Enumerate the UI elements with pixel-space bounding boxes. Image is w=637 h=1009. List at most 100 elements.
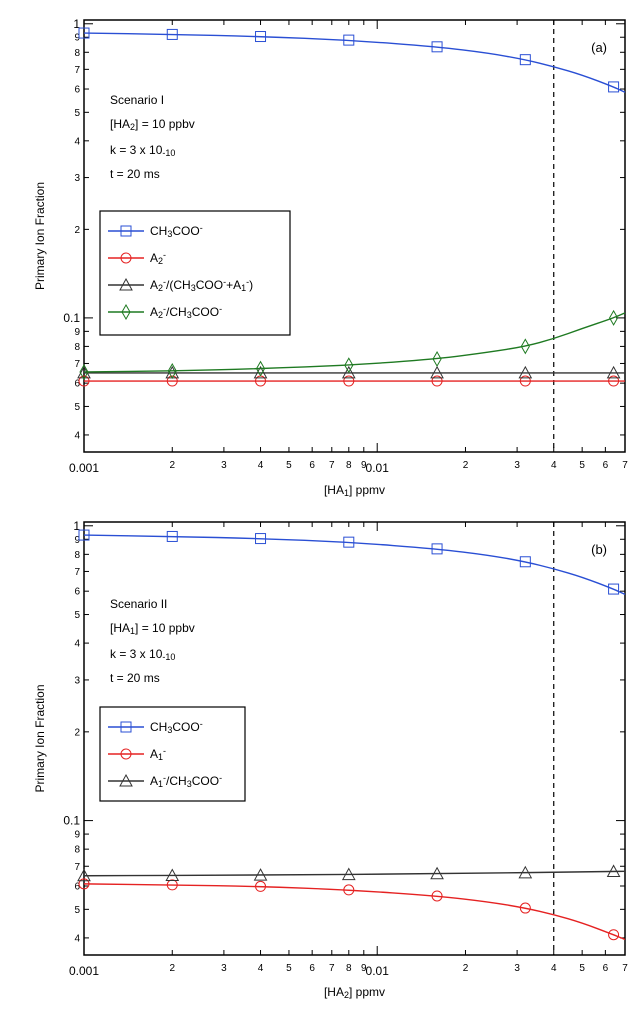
- marker-square: [343, 34, 355, 46]
- x-minor-tick-label: 6: [309, 460, 315, 471]
- x-minor-tick-label: 3: [221, 963, 227, 974]
- marker-circle: [166, 375, 178, 387]
- series-line: [83, 312, 626, 373]
- marker-circle: [608, 929, 620, 941]
- series-line: [83, 870, 626, 877]
- marker-square: [78, 27, 90, 39]
- y-tick-label: 0.1: [63, 311, 80, 325]
- marker-diamond: [255, 360, 266, 377]
- scenario-info-line: k = 3 x 10-10: [110, 143, 175, 158]
- marker-triangle: [341, 365, 356, 379]
- marker-circle: [166, 879, 178, 891]
- marker-circle: [120, 748, 132, 760]
- x-minor-tick-label: 6: [603, 963, 609, 974]
- marker-square: [431, 41, 443, 53]
- marker-triangle: [165, 868, 180, 882]
- marker-square: [166, 530, 178, 542]
- y-tick-label: 1: [73, 519, 80, 533]
- marker-diamond: [520, 338, 530, 355]
- marker-square: [343, 536, 355, 548]
- marker-circle: [519, 902, 531, 914]
- y-minor-tick-label: 6: [74, 85, 80, 96]
- x-axis-title: [HA2] ppmv: [324, 985, 385, 1000]
- x-minor-tick-label: 6: [603, 460, 609, 471]
- x-minor-tick-label: 6: [309, 963, 315, 974]
- marker-circle: [431, 375, 443, 387]
- marker-square: [519, 54, 531, 66]
- marker-triangle: [119, 277, 133, 291]
- series-1: [78, 375, 625, 387]
- marker-diamond: [167, 362, 177, 379]
- x-minor-tick-label: 8: [346, 460, 352, 471]
- marker-square: [166, 28, 178, 40]
- marker-triangle: [253, 868, 268, 881]
- marker-circle: [608, 375, 620, 387]
- marker-triangle: [253, 365, 268, 379]
- marker-triangle: [77, 868, 91, 882]
- y-minor-tick-label: 8: [74, 845, 80, 856]
- series-line: [83, 534, 626, 596]
- legend: CH3COO- A1- A1-/CH3COO-: [99, 706, 246, 802]
- y-minor-tick-label: 9: [74, 327, 80, 338]
- panel-b: 0.001 0.012 3 4 5 6 7 8 9 2 3 4 5 6 70.114567892345678…: [33, 519, 628, 1000]
- legend: CH3COO- A2- A2-/(CH3COO-+A1-) A2-/CH3COO-: [99, 210, 291, 336]
- x-minor-tick-label: 5: [286, 963, 292, 974]
- x-minor-tick-label: 9: [361, 963, 367, 974]
- x-minor-tick-label: 3: [514, 963, 520, 974]
- marker-triangle: [606, 864, 621, 877]
- y-minor-tick-label: 5: [74, 402, 80, 413]
- y-minor-tick-label: 7: [74, 359, 80, 370]
- x-tick-label: 0.01: [366, 964, 390, 978]
- x-minor-tick-label: 4: [258, 460, 264, 471]
- y-minor-tick-label: 3: [74, 675, 80, 686]
- marker-circle: [120, 252, 132, 264]
- panel-a: 0.001 0.012 3 4 5 6 7 8 9 2 3 4 5 6 70.114567892345678…: [33, 17, 628, 498]
- marker-diamond: [432, 350, 442, 367]
- marker-circle: [519, 375, 531, 387]
- marker-triangle: [518, 365, 533, 379]
- x-minor-tick-label: 3: [514, 460, 520, 471]
- marker-square: [519, 556, 531, 568]
- marker-circle: [343, 884, 355, 896]
- series-1: [78, 878, 626, 941]
- series-line: [83, 32, 626, 93]
- scenario-info-line: k = 3 x 10-10: [110, 647, 175, 662]
- scenario-info-line: Scenario II: [110, 597, 167, 611]
- marker-square: [120, 721, 132, 733]
- legend-entry: A2-/CH3COO-: [150, 304, 222, 320]
- marker-square: [255, 533, 267, 545]
- marker-diamond: [609, 309, 619, 326]
- x-minor-tick-label: 5: [579, 963, 585, 974]
- y-minor-tick-label: 7: [74, 65, 80, 76]
- marker-diamond: [79, 363, 89, 380]
- y-minor-tick-label: 8: [74, 48, 80, 59]
- x-minor-tick-label: 4: [551, 963, 557, 974]
- marker-square: [431, 543, 443, 555]
- x-minor-tick-label: 2: [463, 460, 469, 471]
- y-minor-tick-label: 4: [74, 430, 80, 441]
- marker-diamond: [121, 303, 131, 321]
- legend-entry: A2-/(CH3COO-+A1-): [150, 277, 253, 293]
- x-tick-label: 0.01: [366, 461, 390, 475]
- x-axis-title: [HA1] ppmv: [324, 483, 385, 498]
- marker-circle: [78, 878, 90, 890]
- marker-circle: [78, 375, 90, 387]
- marker-circle: [343, 375, 355, 387]
- y-minor-tick-label: 5: [74, 108, 80, 119]
- x-minor-tick-label: 3: [221, 460, 227, 471]
- x-tick-label: 0.001: [69, 461, 99, 475]
- y-minor-tick-label: 4: [74, 136, 80, 147]
- y-minor-tick-label: 6: [74, 379, 80, 390]
- x-minor-tick-label: 7: [622, 963, 628, 974]
- legend-entry: CH3COO-: [150, 719, 203, 735]
- y-minor-tick-label: 8: [74, 342, 80, 353]
- y-minor-tick-label: 2: [74, 727, 80, 738]
- marker-triangle: [119, 773, 133, 787]
- panel-label: (b): [591, 542, 607, 557]
- marker-square: [78, 529, 90, 541]
- legend-entry: A1-: [150, 746, 166, 762]
- x-minor-tick-label: 4: [258, 963, 264, 974]
- marker-triangle: [430, 365, 444, 379]
- y-tick-label: 0.1: [63, 814, 80, 828]
